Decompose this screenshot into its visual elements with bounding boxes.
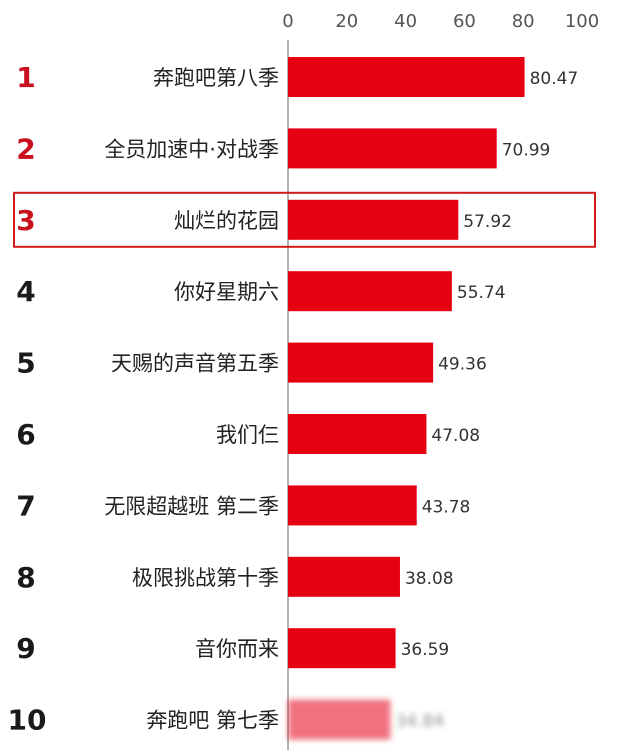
x-axis-ticks: 0 20 40 60 80 100	[282, 11, 599, 32]
value-label: 70.99	[502, 140, 551, 160]
category-label: 灿烂的花园	[174, 209, 279, 233]
x-tick-label: 0	[282, 11, 293, 32]
rank-number: 7	[16, 489, 35, 522]
category-label: 奔跑吧 第七季	[146, 709, 279, 733]
bar	[288, 628, 396, 669]
category-label: 全员加速中·对战季	[104, 137, 279, 161]
bar	[288, 342, 434, 383]
bar	[288, 414, 427, 454]
chart-row: 8 极限挑战第十季 38.08	[16, 556, 454, 597]
chart-row: 7 无限超越班 第二季 43.78	[16, 485, 471, 526]
x-tick-label: 20	[335, 11, 358, 32]
category-label: 音你而来	[195, 637, 279, 661]
rank-number: 8	[16, 561, 35, 594]
category-label: 我们仨	[216, 423, 279, 447]
chart-row: 2 全员加速中·对战季 70.99	[16, 128, 551, 169]
chart-row: 10 奔跑吧 第七季 34.84	[8, 699, 444, 740]
value-label: 55.74	[457, 283, 506, 303]
category-label: 奔跑吧第八季	[153, 66, 279, 90]
x-tick-label: 60	[453, 11, 476, 32]
value-label: 49.36	[438, 355, 487, 375]
bar	[288, 57, 525, 97]
bar	[288, 128, 497, 169]
category-label: 无限超越班 第二季	[104, 494, 279, 518]
bar	[288, 271, 452, 312]
chart-row: 1 奔跑吧第八季 80.47	[16, 57, 578, 97]
value-label: 47.08	[431, 426, 480, 446]
value-label: 57.92	[463, 212, 512, 232]
chart-row: 3 灿烂的花园 57.92	[13, 191, 596, 248]
chart-rows: 1 奔跑吧第八季 80.47 2 全员加速中·对战季 70.99 3 灿烂的花园 57.92 4 你…	[8, 57, 596, 740]
highlight-box	[13, 191, 596, 248]
category-label: 极限挑战第十季	[132, 566, 279, 590]
value-label: 80.47	[530, 69, 579, 89]
category-label: 你好星期六	[174, 280, 279, 304]
chart-row: 5 天赐的声音第五季 49.36	[16, 342, 487, 383]
bar	[288, 199, 459, 240]
rank-number: 3	[16, 204, 35, 237]
chart-row: 6 我们仨 47.08	[16, 414, 480, 454]
bar	[288, 699, 391, 740]
value-label: 36.59	[401, 640, 450, 660]
x-tick-label: 100	[565, 11, 599, 32]
bar	[288, 556, 400, 597]
chart-row: 4 你好星期六 55.74	[16, 271, 506, 312]
x-tick-label: 40	[394, 11, 417, 32]
rank-number: 6	[16, 418, 35, 451]
category-label: 天赐的声音第五季	[111, 352, 279, 376]
bar	[288, 485, 417, 526]
value-label: 34.84	[395, 712, 444, 732]
rank-number: 10	[8, 704, 47, 737]
rank-number: 1	[16, 61, 35, 94]
rank-number: 4	[16, 275, 35, 308]
rank-number: 2	[16, 132, 35, 165]
value-label: 43.78	[422, 497, 471, 517]
value-label: 38.08	[405, 569, 454, 589]
rank-number: 9	[16, 632, 35, 665]
rank-number: 5	[16, 347, 35, 380]
x-tick-label: 80	[512, 11, 535, 32]
chart-row: 9 音你而来 36.59	[16, 628, 450, 669]
